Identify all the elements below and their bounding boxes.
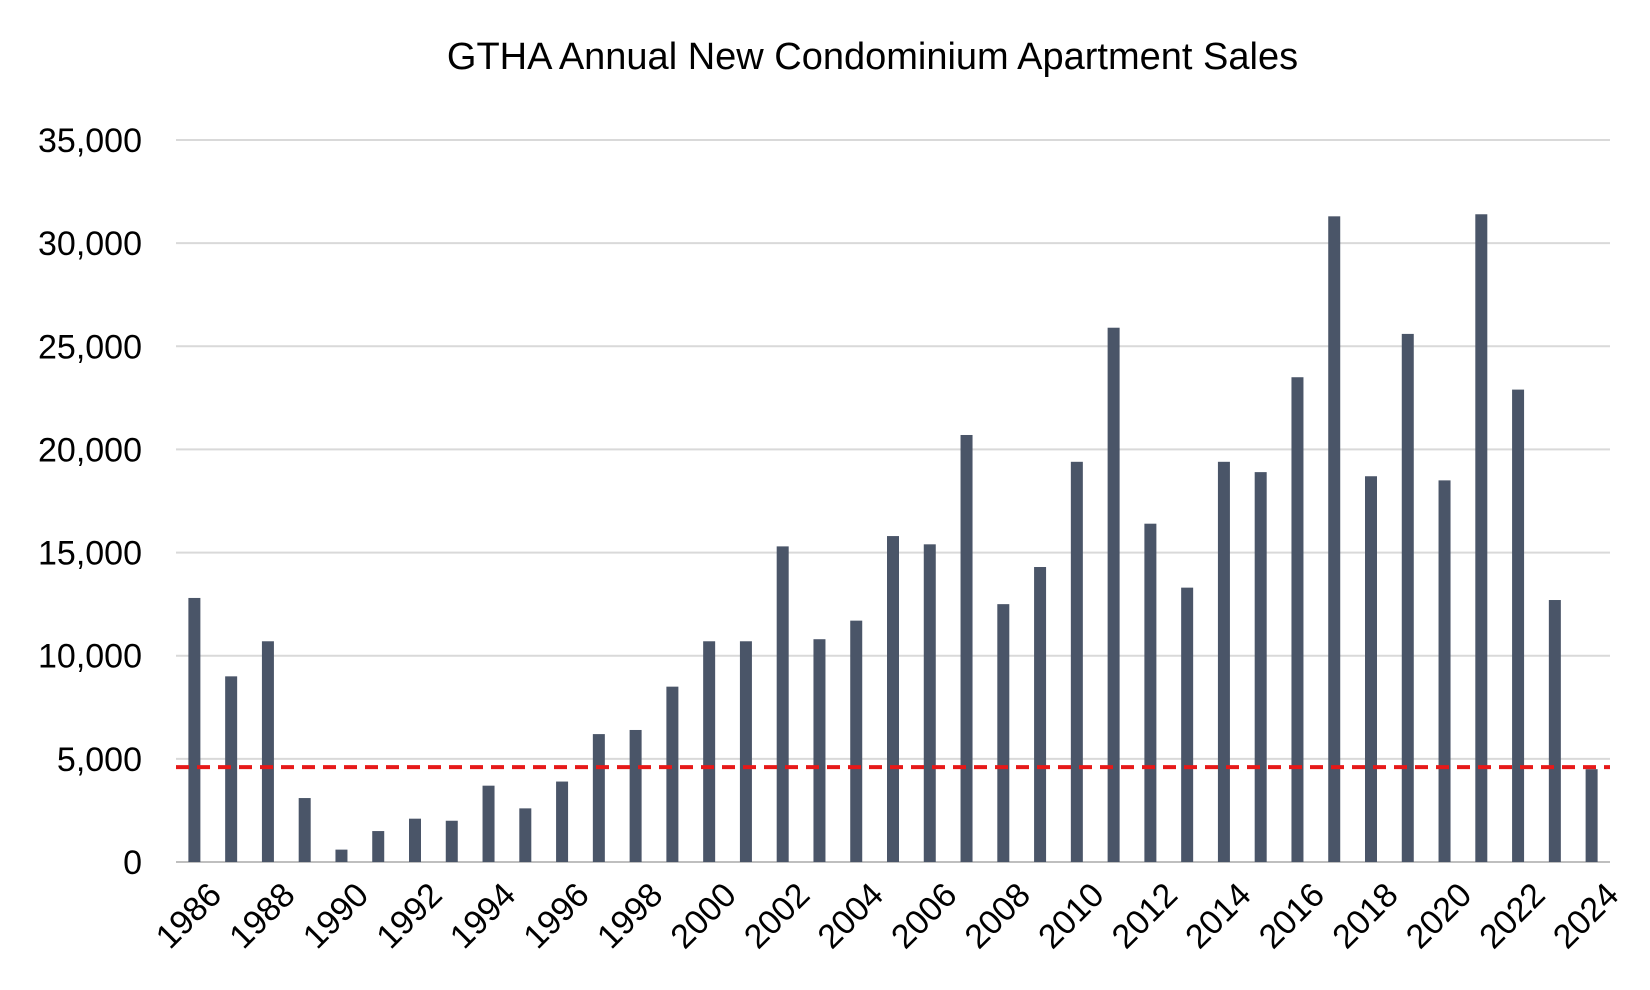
y-tick-label: 15,000	[38, 535, 142, 573]
x-tick-label: 1986	[149, 876, 229, 956]
bar-1997	[592, 734, 605, 862]
bar-2004	[850, 620, 863, 862]
y-tick-label: 35,000	[38, 122, 142, 160]
x-tick-label: 2018	[1325, 876, 1405, 956]
bar-2005	[887, 536, 899, 862]
bar-2010	[1070, 461, 1083, 862]
y-axis: 0 5,000 10,000 15,000 20,000 25,000 30,000 35,0…	[38, 122, 142, 882]
y-tick-label: 25,000	[38, 328, 142, 366]
bar-1994	[482, 785, 495, 862]
chart-title: GTHA Annual New Condominium Apartment Sa…	[446, 36, 1299, 78]
x-tick-label: 2014	[1178, 876, 1258, 956]
bar-2014	[1217, 461, 1230, 862]
bar-1986	[188, 597, 201, 862]
x-tick-label: 2004	[811, 876, 891, 956]
bar-2002	[776, 546, 789, 862]
x-tick-label: 2008	[958, 876, 1038, 956]
x-tick-label: 2016	[1252, 876, 1332, 956]
bar-1990	[335, 849, 348, 862]
bar-1999	[666, 686, 679, 862]
bar-1987	[225, 676, 238, 862]
bar-1993	[445, 820, 458, 862]
bar-1998	[629, 729, 642, 862]
bar-2022	[1512, 389, 1525, 862]
x-tick-label: 1992	[369, 876, 449, 956]
x-axis: 1986198819901992199419961998200020022004…	[149, 876, 1627, 956]
y-tick-label: 5,000	[57, 741, 142, 779]
x-tick-label: 2002	[737, 876, 817, 956]
x-tick-label: 2022	[1472, 876, 1552, 956]
x-tick-label: 2006	[884, 876, 964, 956]
x-tick-label: 2000	[663, 876, 743, 956]
bar-1991	[372, 831, 385, 862]
y-tick-label: 10,000	[38, 638, 142, 676]
bar-2020	[1438, 480, 1451, 862]
x-tick-label: 1988	[222, 876, 302, 956]
x-tick-label: 2024	[1546, 876, 1626, 956]
bars	[188, 214, 1598, 863]
bar-2011	[1107, 327, 1120, 863]
x-tick-label: 1996	[516, 876, 596, 956]
bar-2016	[1291, 377, 1304, 862]
bar-2017	[1328, 216, 1341, 863]
x-tick-label: 1994	[443, 876, 523, 956]
x-tick-label: 1998	[590, 876, 670, 956]
x-tick-label: 2010	[1031, 876, 1111, 956]
bar-1996	[556, 781, 569, 862]
bar-2001	[739, 641, 752, 862]
y-tick-label: 30,000	[38, 225, 142, 263]
bar-2021	[1475, 214, 1488, 862]
y-tick-label: 0	[123, 844, 142, 882]
bar-2013	[1181, 587, 1194, 862]
bar-2018	[1365, 476, 1377, 862]
y-tick-label: 20,000	[38, 431, 142, 469]
bar-2023	[1548, 600, 1561, 862]
bar-2000	[703, 641, 716, 862]
bar-1989	[298, 798, 311, 862]
x-tick-label: 1990	[296, 876, 376, 956]
bar-1995	[519, 808, 532, 862]
bar-2008	[997, 604, 1010, 862]
bar-2015	[1254, 472, 1267, 862]
bar-1988	[261, 641, 274, 862]
x-tick-label: 2020	[1399, 876, 1479, 956]
bar-2019	[1401, 333, 1414, 862]
bar-2009	[1034, 567, 1047, 862]
bar-2012	[1144, 523, 1157, 862]
x-tick-label: 2012	[1105, 876, 1185, 956]
bar-2003	[813, 639, 826, 862]
bar-2007	[960, 434, 973, 862]
bar-1992	[409, 818, 421, 862]
bar-2006	[923, 544, 936, 862]
bar-2024	[1585, 769, 1598, 862]
